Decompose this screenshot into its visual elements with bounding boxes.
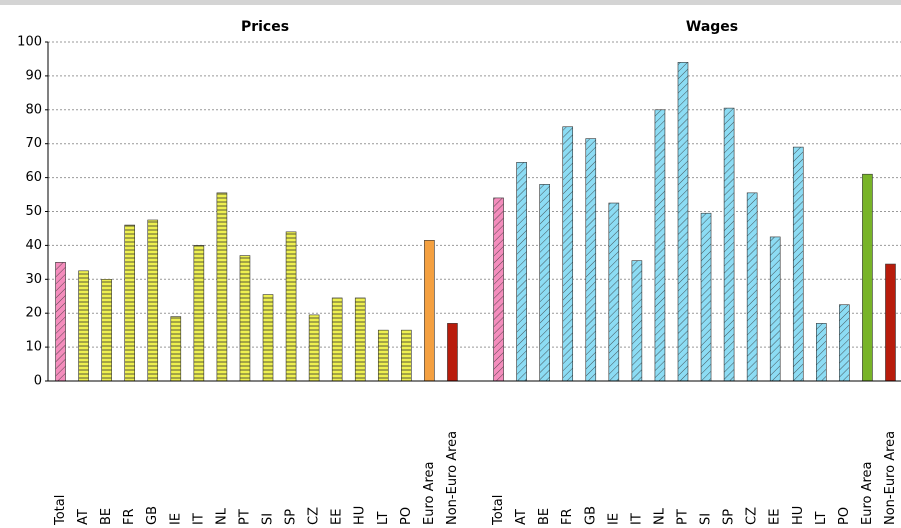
- x-tick-label: CZ: [745, 507, 760, 525]
- x-tick-label: PT: [675, 509, 690, 525]
- x-tick-label: IE: [606, 513, 621, 525]
- bar-hatch: [147, 219, 158, 381]
- bar-hatch: [401, 330, 412, 381]
- bar-hatch: [747, 192, 758, 381]
- x-tick-label: AT: [514, 509, 529, 525]
- x-tick-label: PO: [399, 507, 414, 525]
- bar-hatch: [562, 126, 573, 381]
- bar-hatch: [585, 138, 596, 381]
- bar-hatch: [493, 197, 504, 381]
- bar-hatch: [216, 192, 227, 381]
- x-tick-label: IT: [191, 513, 206, 525]
- bar-hatch: [193, 245, 204, 381]
- x-tick-label: Total: [491, 495, 506, 526]
- x-tick-label: Non-Euro Area: [883, 431, 898, 525]
- chart-title: Wages: [686, 19, 738, 35]
- bar-hatch: [631, 260, 642, 381]
- bar-hatch: [101, 279, 112, 381]
- bar-hatch: [770, 236, 781, 381]
- bar-hatch: [608, 203, 619, 381]
- bar-hatch: [170, 316, 181, 381]
- y-tick-label: 20: [25, 306, 42, 321]
- bar-hatch: [654, 109, 665, 382]
- bar-hatch: [539, 184, 550, 381]
- bar-hatch: [78, 270, 89, 381]
- bar: [862, 173, 873, 382]
- bar-hatch: [724, 108, 735, 381]
- x-tick-label: EE: [768, 509, 783, 525]
- bar-hatch: [355, 297, 366, 381]
- bar-hatch: [816, 323, 827, 381]
- x-tick-label: CZ: [307, 507, 322, 525]
- x-tick-label: LT: [376, 512, 391, 525]
- y-tick-label: 80: [25, 102, 42, 117]
- x-tick-label: PO: [837, 507, 852, 525]
- y-tick-label: 50: [25, 204, 42, 219]
- x-tick-label: HU: [353, 506, 368, 525]
- x-tick-label: PT: [237, 509, 252, 525]
- x-tick-label: FR: [122, 508, 137, 525]
- bar-hatch: [124, 225, 135, 381]
- x-tick-label: NL: [214, 507, 229, 525]
- bar-hatch: [378, 330, 389, 381]
- x-tick-label: IT: [629, 513, 644, 525]
- y-tick-label: 30: [25, 272, 42, 287]
- y-tick-label: 0: [34, 374, 42, 389]
- bar-hatch: [677, 62, 688, 382]
- x-tick-label: Non-Euro Area: [445, 431, 460, 525]
- x-tick-label: IE: [168, 513, 183, 525]
- top-band: [0, 0, 901, 5]
- bar-hatch: [55, 262, 66, 381]
- x-tick-label: Euro Area: [422, 461, 437, 525]
- x-tick-label: Total: [53, 495, 68, 526]
- bar-hatch: [286, 231, 297, 381]
- bar-hatch: [701, 213, 712, 381]
- x-tick-label: SI: [699, 513, 714, 525]
- x-tick-label: EE: [330, 509, 345, 525]
- y-tick-label: 60: [25, 170, 42, 185]
- y-tick-label: 90: [25, 68, 42, 83]
- bar: [885, 263, 896, 382]
- y-tick-label: 40: [25, 238, 42, 253]
- bar-hatch: [263, 294, 274, 381]
- x-tick-label: SI: [261, 513, 276, 525]
- y-tick-label: 70: [25, 136, 42, 151]
- chart-title: Prices: [241, 19, 289, 35]
- bar-hatch: [516, 162, 527, 381]
- x-tick-label: SP: [722, 509, 737, 525]
- x-tick-label: NL: [652, 507, 667, 525]
- y-tick-label: 100: [17, 35, 42, 50]
- bar-hatch: [332, 297, 343, 381]
- x-tick-label: BE: [99, 508, 114, 525]
- y-tick-label: 10: [25, 340, 42, 355]
- bar-hatch: [839, 304, 850, 381]
- bar: [424, 240, 435, 382]
- bar-hatch: [793, 147, 804, 381]
- x-tick-label: GB: [583, 506, 598, 525]
- x-tick-label: LT: [814, 512, 829, 525]
- bar-hatch: [309, 314, 320, 381]
- x-tick-label: HU: [791, 506, 806, 525]
- x-tick-label: AT: [76, 509, 91, 525]
- bar: [447, 323, 458, 382]
- x-tick-label: SP: [284, 509, 299, 525]
- x-tick-label: Euro Area: [860, 461, 875, 525]
- x-tick-label: BE: [537, 508, 552, 525]
- x-tick-label: GB: [145, 506, 160, 525]
- bar-hatch: [239, 255, 250, 381]
- x-tick-label: FR: [560, 508, 575, 525]
